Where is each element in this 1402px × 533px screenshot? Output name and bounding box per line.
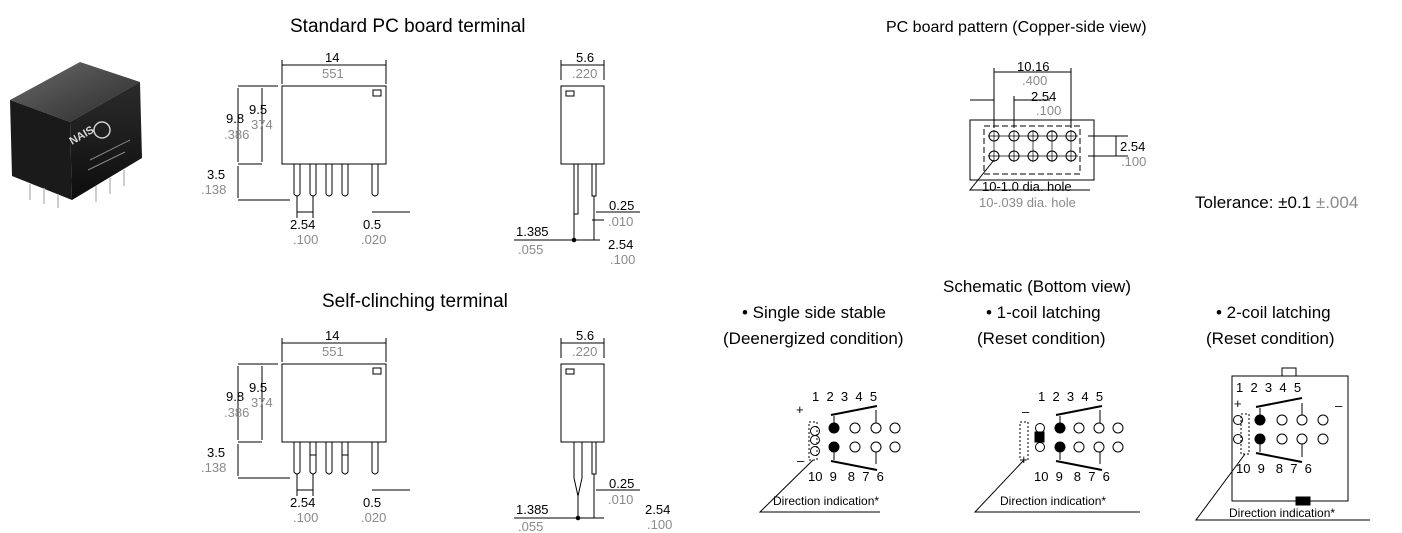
std-pinw-mm: 0.5 <box>363 217 382 232</box>
std-pinlen-in: .138 <box>201 182 227 197</box>
std-pinw-in: .020 <box>361 232 387 247</box>
cl-sideoff-in: .055 <box>518 519 544 533</box>
pc-pattern-title: PC board pattern (Copper-side view) <box>886 19 1147 36</box>
tolerance: Tolerance: ±0.1 ±.004 <box>1195 193 1358 213</box>
schematic-title: Schematic (Bottom view) <box>943 277 1131 296</box>
schematic-1-plus: + <box>796 402 804 417</box>
std-sidepin-mm: 0.25 <box>609 198 635 213</box>
std-sideoff-in: .055 <box>518 242 544 257</box>
standard-terminal-title: Standard PC board terminal <box>290 16 526 37</box>
std-htotal-in: .386 <box>224 127 250 142</box>
cl-sidew-mm: 5.6 <box>576 328 595 343</box>
cl-hbody-in: 374 <box>251 395 273 410</box>
standard-front-view <box>237 60 410 218</box>
cl-sidepitch-in: .100 <box>647 517 673 532</box>
schematic-1-minus: – <box>797 453 805 468</box>
pcb-holes <box>988 130 1078 162</box>
std-pitch-in: .100 <box>293 232 319 247</box>
cl-sidew-in: .220 <box>572 344 598 359</box>
std-width-mm: 14 <box>325 50 340 65</box>
std-sidew-in: .220 <box>572 66 598 81</box>
std-sidew-mm: 5.6 <box>576 50 595 65</box>
cl-pinlen-in: .138 <box>201 460 227 475</box>
cl-htotal-in: .386 <box>224 405 250 420</box>
std-width-in: 551 <box>322 66 344 81</box>
schematic-3-plus: + <box>1234 396 1242 411</box>
schematic-2-plus: + <box>1020 452 1028 467</box>
std-sidepitch-mm: 2.54 <box>608 237 634 252</box>
cl-width-in: 551 <box>322 344 344 359</box>
std-sideoff-mm: 1.385 <box>516 224 549 239</box>
schematic-3-minus: – <box>1335 398 1343 413</box>
tolerance-label: Tolerance: <box>1195 193 1274 212</box>
std-pitch-mm: 2.54 <box>290 217 316 232</box>
schematic-1-title: • Single side stable <box>742 303 886 322</box>
schematic-3-note: Direction indication* <box>1229 506 1336 520</box>
relay-body-photo <box>10 62 142 208</box>
self-clinching-title: Self-clinching terminal <box>322 291 508 312</box>
pcb-span-in: .400 <box>1022 73 1048 88</box>
std-sidepitch-in: .100 <box>610 252 636 267</box>
cl-sidepin-mm: 0.25 <box>609 476 635 491</box>
schematic-single-side-stable <box>758 405 901 513</box>
pcb-hole-mm: 10-1.0 dia. hole <box>982 179 1072 194</box>
std-pinlen-mm: 3.5 <box>207 167 226 182</box>
schematic-3-title: • 2-coil latching <box>1216 303 1331 322</box>
std-hbody-in: 374 <box>251 117 273 132</box>
cl-htotal-mm: 9.8 <box>226 389 245 404</box>
schematic-3-subtitle: (Reset condition) <box>1206 329 1335 348</box>
pcb-pitch-in: .100 <box>1036 103 1062 118</box>
tolerance-in: ±.004 <box>1315 193 1359 212</box>
cl-pinw-mm: 0.5 <box>363 495 382 510</box>
cl-pinw-in: .020 <box>361 510 387 525</box>
schematic-2-note: Direction indication* <box>1000 494 1107 508</box>
pcb-pattern <box>968 68 1128 191</box>
cl-sidepin-in: .010 <box>608 492 634 507</box>
schematic-1-bottom-pins: 10 9 8 7 6 <box>808 469 884 484</box>
cl-sideoff-mm: 1.385 <box>516 502 549 517</box>
schematic-2-title: • 1-coil latching <box>986 303 1101 322</box>
std-hbody-mm: 9.5 <box>249 102 268 117</box>
pcb-row-mm: 2.54 <box>1120 139 1146 154</box>
cl-hbody-mm: 9.5 <box>249 380 268 395</box>
pcb-hole-in: 10-.039 dia. hole <box>979 195 1076 210</box>
schematic-1-top-pins: 1 2 3 4 5 <box>812 389 878 404</box>
schematic-2-subtitle: (Reset condition) <box>977 329 1106 348</box>
pcb-pitch-mm: 2.54 <box>1031 89 1057 104</box>
pcb-span-mm: 10.16 <box>1017 59 1050 74</box>
cl-pinlen-mm: 3.5 <box>207 445 226 460</box>
schematic-3-bottom-pins: 10 9 8 7 6 <box>1236 461 1312 476</box>
schematic-2-coil-latching <box>1195 367 1370 521</box>
clinch-side-view <box>514 338 640 521</box>
cl-sidepitch-mm: 2.54 <box>645 502 671 517</box>
schematic-1-note: Direction indication* <box>773 494 880 508</box>
cl-width-mm: 14 <box>325 328 340 343</box>
std-htotal-mm: 9.8 <box>226 111 245 126</box>
schematic-1-coil-latching <box>973 405 1140 513</box>
cl-pitch-mm: 2.54 <box>290 495 316 510</box>
standard-side-view <box>514 60 640 243</box>
clinch-front-view <box>237 338 410 496</box>
std-sidepin-in: .010 <box>608 214 634 229</box>
cl-pitch-in: .100 <box>293 510 319 525</box>
schematic-1-subtitle: (Deenergized condition) <box>723 329 904 348</box>
schematic-2-top-pins: 1 2 3 4 5 <box>1038 389 1104 404</box>
schematic-2-bottom-pins: 10 9 8 7 6 <box>1034 469 1110 484</box>
schematic-3-top-pins: 1 2 3 4 5 <box>1236 380 1302 395</box>
schematic-2-minus: – <box>1022 404 1030 419</box>
tolerance-mm: ±0.1 <box>1278 193 1312 212</box>
pcb-row-in: .100 <box>1121 154 1147 169</box>
